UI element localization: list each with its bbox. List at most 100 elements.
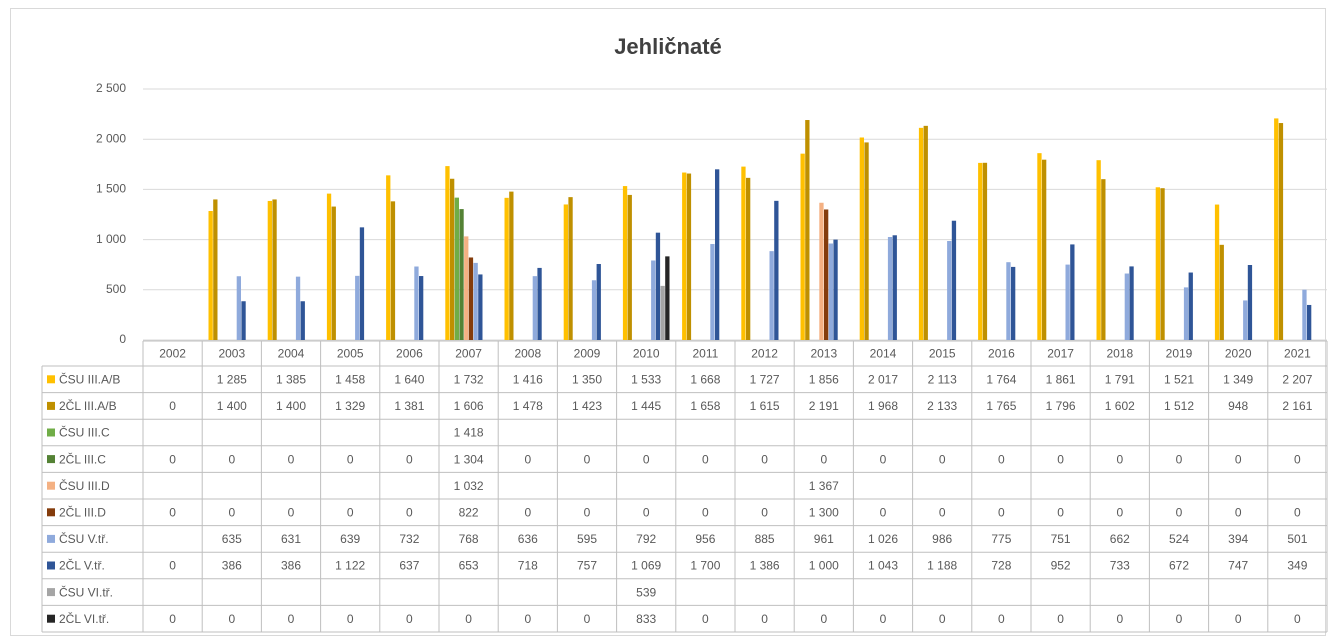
x-tick-label: 2021 [1284, 347, 1311, 361]
bar [326, 193, 332, 340]
table-cell: 1 350 [572, 372, 602, 386]
bar [1065, 264, 1070, 340]
bar [478, 274, 483, 340]
table-cell: 639 [340, 532, 360, 546]
table-cell: 718 [518, 559, 538, 573]
bar [887, 236, 893, 340]
legend-swatch [47, 588, 55, 597]
bar [468, 257, 474, 340]
bar [591, 280, 597, 340]
table-cell: 0 [169, 559, 176, 573]
bar [805, 120, 810, 341]
bar [627, 194, 632, 340]
table-cell: 0 [1176, 505, 1183, 519]
bar [833, 239, 838, 340]
table-cell: 732 [399, 532, 419, 546]
y-tick-label: 2 000 [96, 131, 126, 145]
bar [236, 276, 241, 340]
x-tick-label: 2018 [1106, 347, 1133, 361]
table-cell: 1 521 [1164, 372, 1194, 386]
table-cell: 1 640 [394, 372, 424, 386]
table-cell: 0 [1116, 452, 1123, 466]
bar [1183, 287, 1189, 340]
bar [1274, 118, 1279, 340]
x-tick-label: 2015 [929, 347, 956, 361]
table-cell: 0 [643, 505, 650, 519]
bar [1188, 272, 1193, 340]
bar [665, 256, 670, 340]
table-cell: 0 [998, 505, 1005, 519]
chart-title: Jehličnaté [614, 34, 722, 59]
table-cell: 1 602 [1105, 399, 1135, 413]
table-cell: 1 727 [750, 372, 780, 386]
bar [1278, 123, 1284, 340]
bar [1302, 289, 1307, 340]
table-cell: 0 [406, 505, 413, 519]
table-cell: 0 [761, 505, 768, 519]
table-cell: 1 615 [750, 399, 780, 413]
table-cell: 595 [577, 532, 597, 546]
legend-label: 2ČL VI.tř. [59, 611, 109, 626]
table-cell: 636 [518, 532, 538, 546]
bar [450, 178, 455, 340]
x-tick-label: 2004 [278, 347, 305, 361]
table-cell: 635 [222, 532, 242, 546]
bar [686, 173, 692, 340]
table-cell: 757 [577, 559, 597, 573]
bar [241, 301, 246, 340]
bar [355, 275, 360, 340]
table-cell: 1 386 [750, 559, 780, 573]
x-tick-label: 2007 [455, 347, 482, 361]
table-cell: 0 [643, 452, 650, 466]
bar [459, 209, 464, 340]
table-cell: 952 [1051, 559, 1071, 573]
table-cell: 2 113 [928, 372, 957, 386]
legend-label: 2ČL V.tř. [59, 558, 105, 573]
y-tick-label: 1 000 [96, 232, 126, 246]
table-cell: 0 [939, 452, 946, 466]
table-cell: 0 [584, 505, 591, 519]
table-cell: 1 423 [572, 399, 602, 413]
table-cell: 0 [406, 452, 413, 466]
table-cell: 0 [702, 505, 709, 519]
table-cell: 0 [1176, 612, 1183, 626]
bar [267, 200, 272, 340]
table-cell: 0 [998, 612, 1005, 626]
legend-swatch [47, 534, 55, 543]
table-cell: 0 [998, 452, 1005, 466]
table-cell: 0 [228, 452, 235, 466]
bar [414, 266, 419, 340]
table-cell: 0 [761, 612, 768, 626]
table-cell: 0 [880, 612, 887, 626]
table-cell: 0 [1057, 452, 1064, 466]
table-cell: 0 [465, 612, 472, 626]
bar [509, 191, 514, 340]
legend-swatch [47, 508, 55, 517]
x-tick-label: 2011 [692, 347, 718, 361]
bar [390, 201, 396, 340]
table-cell: 1 861 [1046, 372, 1076, 386]
bar [1101, 179, 1106, 340]
table-cell: 0 [169, 452, 176, 466]
table-cell: 0 [228, 505, 235, 519]
bar [951, 220, 957, 340]
table-cell: 349 [1287, 559, 1307, 573]
bar [1037, 153, 1042, 340]
table-cell: 775 [991, 532, 1011, 546]
table-cell: 1 764 [986, 372, 1016, 386]
table-cell: 1 658 [690, 399, 720, 413]
bar [1006, 262, 1011, 340]
bar [651, 260, 656, 340]
table-cell: 0 [288, 505, 295, 519]
x-tick-label: 2017 [1047, 347, 1074, 361]
table-cell: 1 300 [809, 505, 839, 519]
legend-label: ČSU III.D [59, 478, 110, 493]
bar [445, 166, 450, 340]
x-tick-label: 2019 [1166, 347, 1193, 361]
bar [918, 127, 924, 340]
bar [563, 204, 568, 340]
table-cell: 0 [228, 612, 235, 626]
table-cell: 1 367 [809, 479, 839, 493]
table-cell: 0 [1116, 505, 1123, 519]
